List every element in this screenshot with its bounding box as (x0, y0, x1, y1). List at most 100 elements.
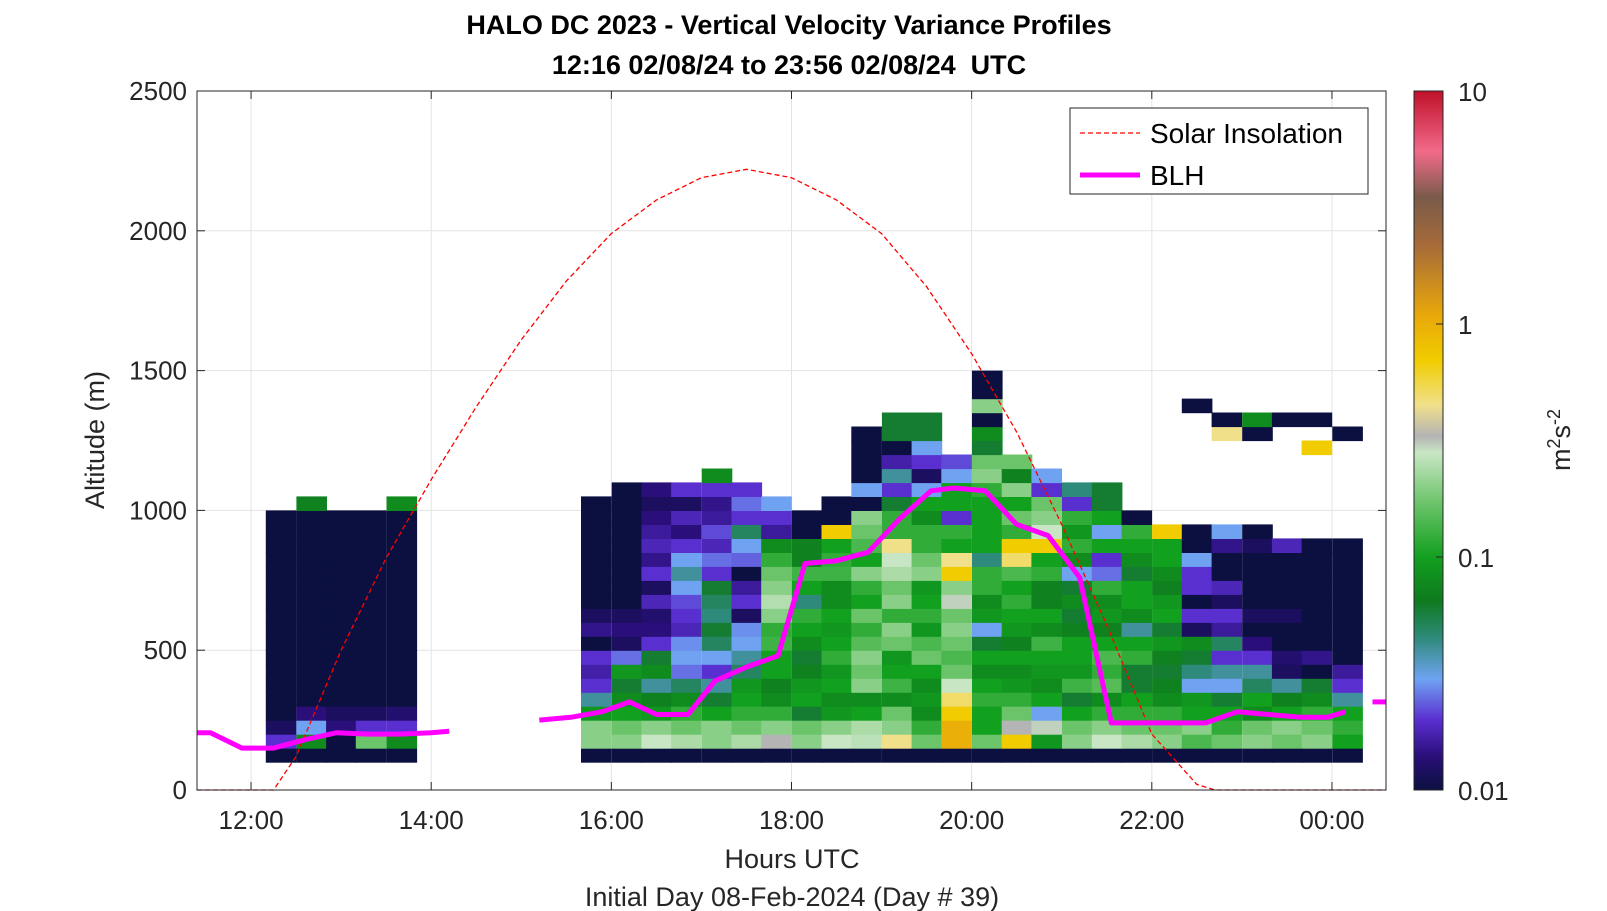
heatmap-cell (671, 496, 702, 511)
heatmap-cell (671, 524, 702, 539)
heatmap-cell (731, 622, 763, 637)
heatmap-cell (731, 566, 763, 581)
footer-label: Initial Day 08-Feb-2024 (Day # 39) (585, 882, 999, 911)
heatmap-cell (1301, 608, 1333, 623)
heatmap-cell (386, 580, 418, 595)
heatmap-cell (641, 524, 672, 539)
heatmap-cell (881, 622, 913, 637)
heatmap-cell (1211, 552, 1243, 567)
heatmap-cell (851, 622, 882, 637)
heatmap-cell (911, 524, 943, 539)
heatmap-cell (1031, 594, 1062, 609)
heatmap-cell (911, 482, 943, 497)
heatmap-cell (1181, 692, 1213, 707)
heatmap-cell (1152, 594, 1183, 609)
heatmap-cell (386, 720, 418, 735)
heatmap-cell (326, 538, 357, 553)
heatmap-cell (355, 706, 387, 721)
heatmap-cell (791, 650, 823, 665)
heatmap-cell (972, 622, 1003, 637)
heatmap-cell (355, 552, 387, 567)
chart-title: HALO DC 2023 - Vertical Velocity Varianc… (466, 10, 1111, 40)
heatmap-cell (1242, 678, 1273, 693)
heatmap-cell (1332, 636, 1363, 651)
heatmap-cell (1332, 566, 1363, 581)
heatmap-cell (326, 664, 357, 679)
heatmap-cell (1332, 538, 1363, 553)
heatmap-cell (851, 496, 882, 511)
heatmap-cell (972, 524, 1003, 539)
heatmap-cell (581, 594, 612, 609)
heatmap-cell (1121, 734, 1153, 749)
heatmap-cell (941, 706, 972, 721)
heatmap-cell (851, 650, 882, 665)
heatmap-cell (851, 664, 882, 679)
heatmap-cell (1091, 524, 1123, 539)
heatmap-cell (1211, 734, 1243, 749)
heatmap-cell (701, 552, 733, 567)
heatmap-cell (1062, 538, 1093, 553)
heatmap-cell (671, 510, 702, 525)
heatmap-cell (296, 580, 327, 595)
heatmap-cell (941, 720, 972, 735)
heatmap-cell (1242, 524, 1273, 539)
heatmap-cell (1001, 748, 1033, 763)
heatmap-cell (386, 692, 418, 707)
heatmap-cell (972, 594, 1003, 609)
heatmap-cell (731, 650, 763, 665)
heatmap-cell (611, 594, 643, 609)
heatmap-cell (821, 524, 853, 539)
heatmap-cell (972, 636, 1003, 651)
heatmap-cell (326, 692, 357, 707)
heatmap-cell (1301, 440, 1333, 456)
heatmap-cell (611, 496, 643, 511)
heatmap-cell (1242, 650, 1273, 665)
heatmap-cell (1271, 412, 1303, 428)
heatmap-cell (326, 552, 357, 567)
heatmap-cell (1121, 538, 1153, 553)
heatmap-cell (941, 524, 972, 539)
heatmap-cell (326, 566, 357, 581)
heatmap-cell (791, 510, 823, 525)
heatmap-cell (326, 510, 357, 525)
heatmap-cell (1152, 706, 1183, 721)
heatmap-cell (1181, 524, 1213, 539)
heatmap-cell (355, 524, 387, 539)
heatmap-cell (1152, 678, 1183, 693)
heatmap-cell (581, 510, 612, 525)
heatmap-cell (821, 538, 853, 553)
heatmap-cell (641, 496, 672, 511)
heatmap-cell (1271, 692, 1303, 707)
heatmap-cell (1301, 594, 1333, 609)
heatmap-cell (1031, 468, 1062, 484)
heatmap-cell (355, 622, 387, 637)
heatmap-cell (265, 552, 297, 567)
heatmap-cell (1121, 608, 1153, 623)
heatmap-cell (1001, 608, 1033, 623)
heatmap-cell (821, 650, 853, 665)
heatmap-cell (1181, 552, 1213, 567)
heatmap-cell (761, 664, 792, 679)
heatmap-cell (386, 622, 418, 637)
heatmap-cell (611, 622, 643, 637)
heatmap-cell (1062, 664, 1093, 679)
heatmap-cell (791, 622, 823, 637)
heatmap-cell (941, 552, 972, 567)
colorbar-tick-label: 0.01 (1458, 776, 1509, 806)
heatmap-cell (941, 538, 972, 553)
heatmap-cell (641, 664, 672, 679)
heatmap-cell (1271, 538, 1303, 553)
heatmap-cell (1301, 748, 1333, 763)
heatmap-cell (355, 580, 387, 595)
heatmap-cell (1332, 552, 1363, 567)
heatmap-cell (1091, 608, 1123, 623)
heatmap-cell (761, 734, 792, 749)
heatmap-cell (296, 538, 327, 553)
colorbar-tick-label: 1 (1458, 310, 1472, 340)
heatmap-cell (821, 706, 853, 721)
heatmap-cell (851, 692, 882, 707)
heatmap-cell (296, 748, 327, 763)
heatmap-cell (761, 636, 792, 651)
heatmap-cell (972, 412, 1003, 428)
heatmap-cell (1271, 580, 1303, 595)
